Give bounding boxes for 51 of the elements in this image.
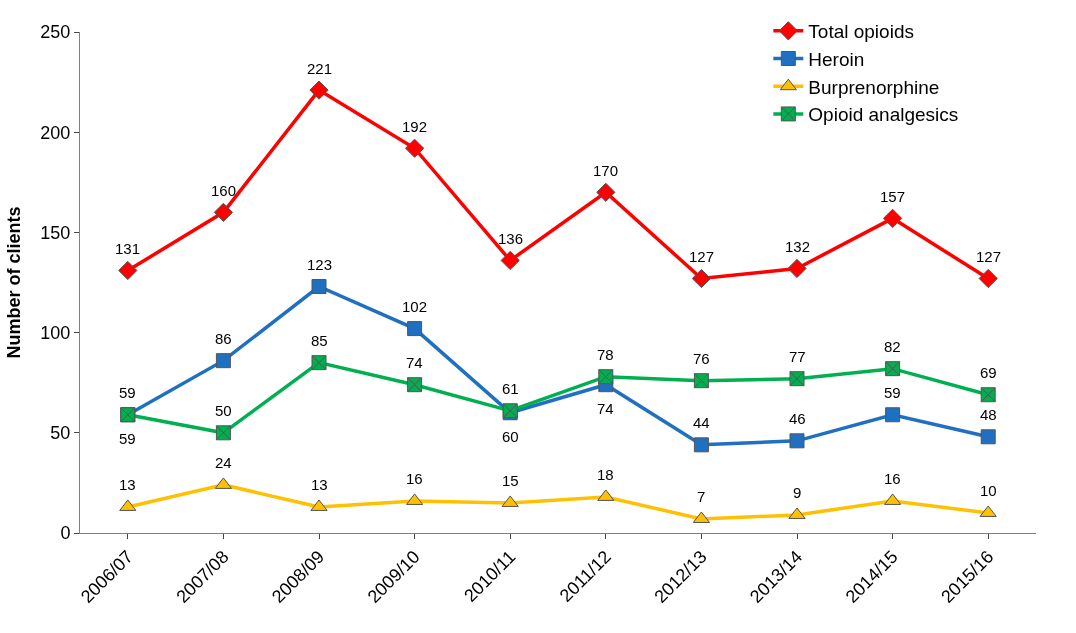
data-label: 48	[980, 406, 997, 423]
data-label: 24	[215, 454, 232, 471]
data-label: 74	[597, 400, 614, 417]
data-label: 59	[119, 430, 136, 447]
data-label: 13	[119, 476, 136, 493]
data-label: 74	[406, 354, 423, 371]
data-label: 192	[402, 118, 428, 135]
data-label: 59	[884, 384, 901, 401]
data-label: 69	[980, 364, 997, 381]
data-label: 44	[693, 414, 710, 431]
data-label: 131	[115, 240, 141, 257]
legend-label: Opioid analgesics	[808, 104, 959, 126]
data-label: 76	[693, 350, 710, 367]
data-label: 136	[498, 230, 524, 247]
y-tick-label: 150	[40, 222, 71, 243]
data-label: 157	[880, 188, 906, 205]
data-label: 60	[502, 428, 519, 445]
data-label: 13	[311, 476, 328, 493]
data-label: 102	[402, 298, 428, 315]
y-tick-label: 100	[40, 322, 71, 343]
data-label: 86	[215, 330, 232, 347]
data-label: 18	[597, 466, 614, 483]
data-label: 16	[406, 470, 423, 487]
y-tick-label: 200	[40, 122, 71, 143]
data-label: 46	[789, 410, 806, 427]
y-tick-label: 50	[50, 423, 71, 444]
data-label: 50	[215, 402, 232, 419]
data-label: 127	[976, 248, 1002, 265]
data-label: 7	[697, 488, 706, 505]
data-label: 127	[689, 248, 715, 265]
data-label: 123	[307, 256, 333, 273]
data-label: 16	[884, 470, 901, 487]
data-label: 170	[593, 162, 619, 179]
data-label: 15	[502, 472, 519, 489]
data-label: 77	[789, 348, 806, 365]
data-label: 82	[884, 338, 901, 355]
data-label: 59	[119, 384, 136, 401]
y-axis-title: Number of clients	[3, 206, 24, 359]
data-label: 221	[307, 60, 333, 77]
legend-label: Heroin	[808, 48, 865, 70]
data-label: 9	[793, 484, 802, 501]
data-label: 132	[785, 238, 811, 255]
y-tick-label: 0	[60, 523, 71, 544]
data-label: 85	[311, 332, 328, 349]
data-label: 61	[502, 380, 519, 397]
data-label: 10	[980, 482, 997, 499]
legend-label: Total opioids	[808, 21, 914, 43]
data-label: 160	[211, 182, 237, 199]
y-tick-label: 250	[40, 22, 71, 43]
data-label: 78	[597, 346, 614, 363]
legend-label: Burprenorphine	[808, 76, 940, 98]
